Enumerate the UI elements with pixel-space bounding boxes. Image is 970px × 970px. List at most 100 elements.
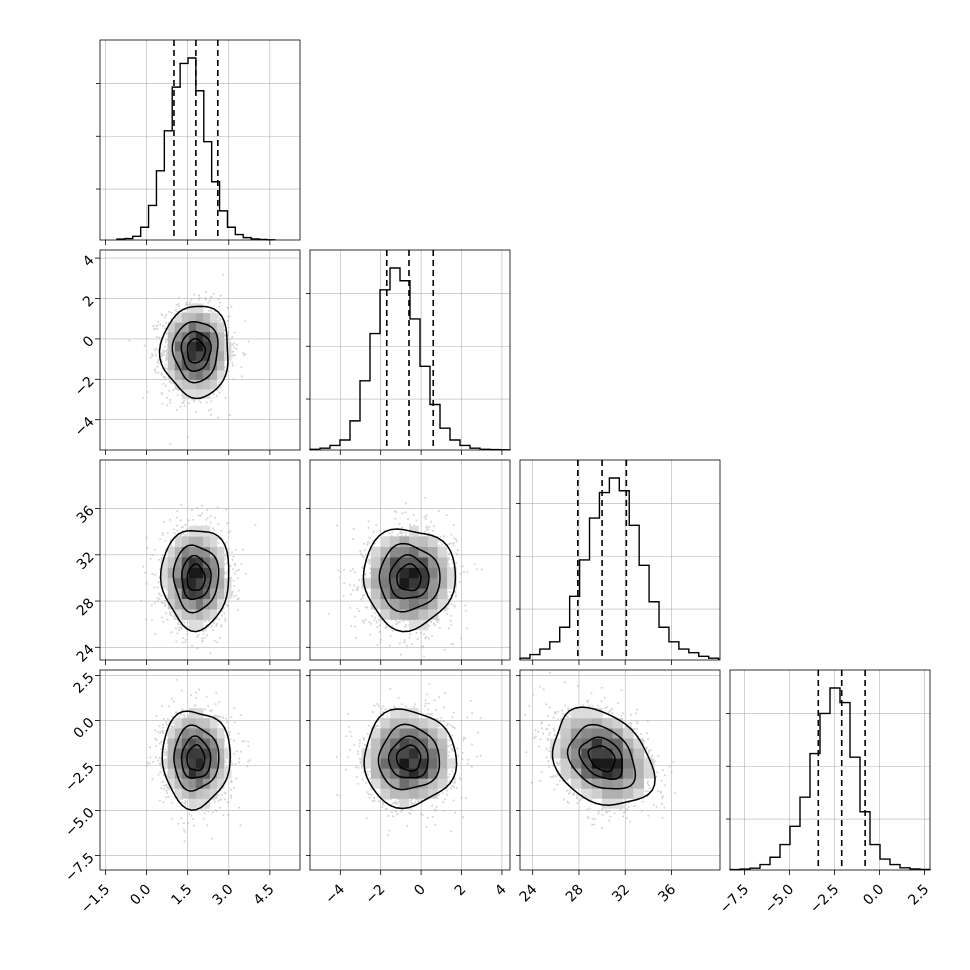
density-cell xyxy=(188,718,197,729)
density-cell xyxy=(195,768,204,779)
panel-frame xyxy=(309,249,511,451)
density-cell xyxy=(408,546,419,558)
contour-3 xyxy=(186,337,207,364)
density-cell xyxy=(389,728,400,739)
density-cell xyxy=(418,567,429,579)
density-cell xyxy=(408,609,419,620)
density-cell xyxy=(188,379,197,390)
density-cell xyxy=(399,708,410,719)
density-cell xyxy=(160,577,169,589)
density-cell xyxy=(174,312,183,323)
panel-frame xyxy=(519,669,721,871)
density-cell xyxy=(209,341,218,352)
density-cell xyxy=(570,768,582,779)
contour-1 xyxy=(378,542,441,613)
density-cell xyxy=(188,312,197,323)
density-cell xyxy=(167,322,176,333)
contour-1 xyxy=(377,723,441,791)
density-cell xyxy=(633,738,644,749)
density-cell xyxy=(560,758,572,769)
density-cell xyxy=(195,758,204,769)
density-cell xyxy=(174,322,183,333)
density-cell xyxy=(370,778,381,789)
density-cell xyxy=(380,788,391,799)
x-tick-label: −2.5 xyxy=(807,882,842,917)
contour-3 xyxy=(186,744,206,772)
density-cell xyxy=(202,738,211,749)
density-cell xyxy=(195,598,204,610)
density-cell xyxy=(195,389,204,399)
density-cell xyxy=(174,331,183,342)
density-cell xyxy=(399,748,410,759)
density-cell xyxy=(643,758,655,769)
x-tick-label: −1.5 xyxy=(78,882,113,917)
y-tick-label: 2.5 xyxy=(71,670,98,697)
density-cell xyxy=(181,748,190,759)
density-cell xyxy=(622,758,634,769)
density-cell xyxy=(560,748,572,759)
density-cell xyxy=(209,598,218,610)
density-cell xyxy=(612,768,624,779)
density-cell xyxy=(188,536,197,548)
density-cell xyxy=(428,598,438,610)
density-cell xyxy=(195,738,204,749)
density-cell xyxy=(209,351,218,361)
scatter-panel-3-2 xyxy=(519,669,721,871)
density-cell xyxy=(581,758,592,769)
density-cell xyxy=(174,598,183,610)
density-cell xyxy=(570,778,582,789)
density-cell xyxy=(591,778,603,789)
density-cell xyxy=(195,360,204,371)
x-tick-label: 28 xyxy=(563,882,587,906)
density-cell xyxy=(181,546,190,558)
x-tick-label: 32 xyxy=(609,882,633,906)
density-cell xyxy=(174,351,183,361)
density-cell xyxy=(188,778,197,789)
density-cell xyxy=(174,728,183,739)
density-cell xyxy=(167,370,176,380)
density-cell xyxy=(174,546,183,558)
density-cell xyxy=(389,577,400,589)
density-cell xyxy=(217,341,225,352)
density-cell xyxy=(380,557,391,568)
density-cell xyxy=(174,379,183,390)
density-cell xyxy=(195,718,204,729)
density-cell xyxy=(428,748,438,759)
density-cell xyxy=(633,748,644,759)
density-cell xyxy=(195,567,204,579)
density-cell xyxy=(188,389,197,399)
density-cell xyxy=(209,370,218,380)
density-cell xyxy=(188,728,197,739)
contour-3 xyxy=(587,745,616,773)
scatter-panel-3-1 xyxy=(309,669,511,871)
density-cell xyxy=(418,758,429,769)
density-cell xyxy=(370,546,381,558)
density-cell xyxy=(389,557,400,568)
density-cell xyxy=(209,758,218,769)
x-tick-label: 24 xyxy=(517,881,541,905)
density-cell xyxy=(602,768,613,779)
density-cell xyxy=(174,788,183,799)
panel-frame xyxy=(99,459,301,661)
scatter-panel-1-0 xyxy=(99,249,301,451)
density-cell xyxy=(389,567,400,579)
density-cell xyxy=(195,788,204,799)
density-cell xyxy=(437,546,448,558)
density-cell xyxy=(399,577,410,589)
density-cell xyxy=(167,360,176,371)
density-cell xyxy=(202,341,211,352)
density-cell xyxy=(399,728,410,739)
density-cell xyxy=(217,728,225,739)
density-cell xyxy=(202,788,211,799)
density-cell xyxy=(181,322,190,333)
density-cell xyxy=(389,758,400,769)
density-cell xyxy=(217,768,225,779)
density-cell xyxy=(160,567,169,579)
density-cell xyxy=(560,768,572,779)
density-cell xyxy=(418,577,429,589)
density-cell xyxy=(188,303,197,314)
density-cell xyxy=(399,536,410,548)
density-cell xyxy=(217,748,225,759)
density-cell xyxy=(428,577,438,589)
